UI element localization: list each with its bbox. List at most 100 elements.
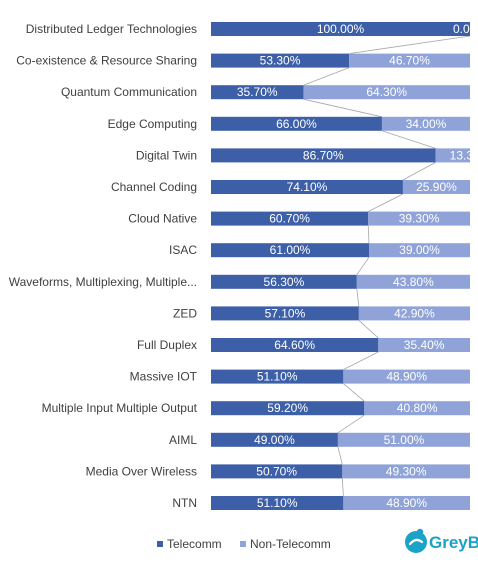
bar-non-telecomm	[343, 369, 470, 384]
bar-telecomm	[211, 243, 369, 258]
data-label-non-telecomm: 39.30%	[399, 212, 440, 226]
bar-non-telecomm	[342, 464, 470, 479]
data-label-non-telecomm: 0.00%	[453, 22, 478, 36]
category-label: Quantum Communication	[61, 85, 197, 99]
bar-telecomm	[211, 22, 470, 36]
bar-non-telecomm	[435, 148, 470, 163]
bar-telecomm	[211, 401, 365, 416]
data-label-telecomm: 51.10%	[257, 496, 298, 510]
data-label-telecomm: 56.30%	[264, 275, 305, 289]
data-label-non-telecomm: 48.90%	[386, 370, 427, 384]
series-line	[356, 288, 360, 307]
bar-telecomm	[211, 369, 344, 384]
data-label-telecomm: 74.10%	[287, 180, 328, 194]
legend-swatch-telecomm	[157, 541, 163, 547]
category-label: AIML	[169, 433, 197, 447]
data-label-telecomm: 50.70%	[256, 464, 297, 478]
series-line	[303, 98, 383, 118]
data-label-telecomm: 100.00%	[317, 22, 365, 36]
bar-telecomm	[211, 180, 403, 194]
bar-non-telecomm	[356, 274, 470, 289]
category-label: ISAC	[169, 243, 197, 257]
category-label: ZED	[173, 306, 197, 320]
bar-non-telecomm	[337, 432, 470, 447]
series-line	[358, 320, 379, 339]
data-label-telecomm: 35.70%	[237, 85, 278, 99]
brand-name: GreyB	[429, 533, 478, 552]
bar-non-telecomm	[358, 306, 470, 321]
series-line	[402, 162, 436, 181]
bars	[211, 22, 470, 510]
legend-label-telecomm: Telecomm	[167, 537, 222, 551]
bar-non-telecomm	[343, 496, 470, 510]
data-label-non-telecomm: 40.80%	[397, 401, 438, 415]
data-label-non-telecomm: 49.30%	[386, 464, 427, 478]
data-label-non-telecomm: 13.30%	[450, 148, 478, 162]
data-label-telecomm: 64.60%	[274, 338, 315, 352]
bar-telecomm	[211, 338, 379, 352]
series-line	[303, 67, 350, 86]
bar-non-telecomm	[349, 53, 470, 68]
data-label-non-telecomm: 46.70%	[389, 54, 430, 68]
data-labels: 100.00% 0.00% 53.30% 46.70% 35.70% 64.30% 66.0…	[237, 22, 478, 510]
bar-telecomm	[211, 211, 369, 226]
bar-non-telecomm	[402, 180, 470, 194]
bar-non-telecomm	[378, 338, 470, 352]
series-line	[343, 351, 379, 370]
bar-telecomm	[211, 53, 350, 68]
category-label: Full Duplex	[137, 338, 197, 352]
category-label: Media Over Wireless	[86, 464, 197, 478]
bar-non-telecomm	[368, 211, 470, 226]
series-line	[368, 193, 404, 212]
category-label: Distributed Ledger Technologies	[26, 22, 197, 36]
data-label-telecomm: 57.10%	[265, 306, 306, 320]
brand-logo: GreyB	[405, 528, 478, 553]
bar-non-telecomm	[381, 116, 470, 131]
data-label-non-telecomm: 39.00%	[399, 243, 440, 257]
data-label-non-telecomm: 48.90%	[386, 496, 427, 510]
greyb-logo-icon	[405, 528, 427, 553]
series-lines	[303, 35, 471, 497]
bar-non-telecomm	[364, 401, 470, 416]
data-label-telecomm: 86.70%	[303, 148, 344, 162]
data-label-non-telecomm: 43.80%	[393, 275, 434, 289]
legend-swatch-non-telecomm	[240, 541, 246, 547]
data-label-telecomm: 59.20%	[267, 401, 308, 415]
bar-telecomm	[211, 496, 344, 510]
bar-telecomm	[211, 464, 343, 479]
data-label-non-telecomm: 35.40%	[404, 338, 445, 352]
bar-telecomm	[211, 274, 357, 289]
series-line	[337, 446, 343, 465]
series-line	[343, 383, 365, 402]
category-labels: Distributed Ledger Technologies Co-existe…	[9, 22, 198, 510]
bar-telecomm	[211, 306, 359, 321]
series-line	[356, 256, 370, 276]
category-label: Channel Coding	[111, 180, 197, 194]
data-label-non-telecomm: 34.00%	[406, 117, 447, 131]
series-line	[341, 478, 344, 497]
bar-telecomm	[211, 85, 304, 100]
legend-label-non-telecomm: Non-Telecomm	[250, 537, 331, 551]
bar-non-telecomm	[303, 85, 470, 100]
data-label-telecomm: 49.00%	[254, 433, 295, 447]
data-label-non-telecomm: 42.90%	[394, 306, 435, 320]
series-line	[337, 414, 365, 434]
legend: Telecomm Non-Telecomm	[157, 537, 331, 551]
data-label-non-telecomm: 25.90%	[416, 180, 457, 194]
data-label-telecomm: 51.10%	[257, 370, 298, 384]
series-line	[348, 35, 471, 54]
bar-non-telecomm	[368, 243, 470, 258]
category-label: Cloud Native	[128, 212, 197, 226]
bar-telecomm	[211, 148, 436, 163]
bar-telecomm	[211, 432, 338, 447]
category-label: Digital Twin	[136, 148, 197, 162]
data-label-telecomm: 60.70%	[269, 212, 310, 226]
category-label: Edge Computing	[108, 117, 197, 131]
category-label: Massive IOT	[130, 370, 198, 384]
series-line	[381, 130, 436, 149]
data-label-telecomm: 53.30%	[260, 54, 301, 68]
category-label: Co-existence & Resource Sharing	[16, 54, 197, 68]
data-label-telecomm: 66.00%	[276, 117, 317, 131]
category-label: Waveforms, Multiplexing, Multiple...	[9, 275, 197, 289]
